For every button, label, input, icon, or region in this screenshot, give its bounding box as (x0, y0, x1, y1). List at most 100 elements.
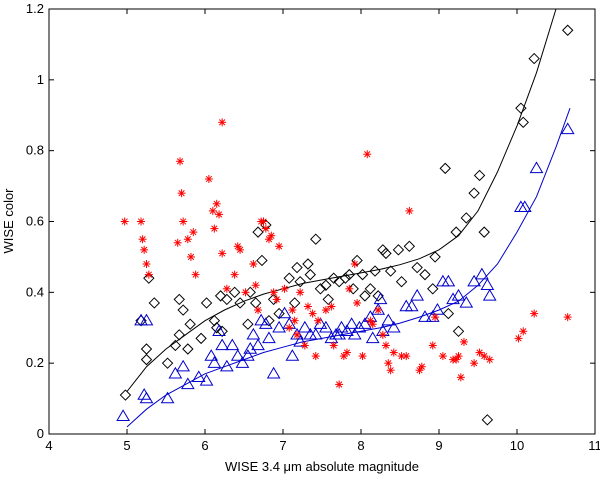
y-tick-label: 0.8 (26, 143, 44, 158)
diamond-point (460, 212, 473, 224)
star-point (374, 306, 383, 315)
triangle-point (139, 313, 154, 326)
star-point (293, 330, 302, 339)
diamond-point (528, 52, 540, 65)
star-point (470, 359, 479, 368)
star-point (230, 270, 239, 279)
triangle-point (347, 327, 362, 340)
diamond-point (343, 268, 356, 281)
triangle-point (404, 299, 419, 312)
star-point (186, 252, 195, 261)
star-point (215, 210, 224, 219)
star-point (389, 348, 398, 357)
diamond-point (228, 286, 241, 299)
star-point (378, 330, 387, 339)
diamond-point (314, 283, 327, 295)
diamond-point (252, 226, 264, 238)
triangle-point (373, 292, 388, 305)
diamond-point (327, 272, 340, 284)
triangle-point (386, 320, 401, 333)
triangle-point (180, 377, 195, 390)
triangle-point (441, 274, 456, 287)
star-point (173, 238, 182, 247)
triangle-point (258, 317, 273, 329)
star-point (208, 206, 217, 215)
star-point (311, 352, 320, 361)
triangle-point (334, 320, 349, 333)
star-point (363, 150, 372, 159)
diamond-point (148, 297, 161, 309)
y-axis-label: WISE color (1, 188, 16, 254)
star-point (405, 206, 414, 215)
star-point (210, 224, 219, 233)
star-point (402, 352, 411, 361)
triangle-point (176, 359, 191, 372)
star-point (530, 309, 539, 318)
star-point (191, 270, 200, 279)
diamond-point (200, 297, 213, 309)
triangle-point (446, 292, 460, 305)
diamond-point (234, 297, 246, 309)
triangle-point (204, 349, 219, 361)
star-point (275, 242, 284, 251)
star-point (563, 313, 572, 322)
diamond-point (320, 279, 332, 291)
x-tick-label: 6 (201, 438, 208, 453)
triangle-point (235, 356, 250, 368)
star-point (254, 306, 263, 315)
star-point (456, 373, 465, 382)
triangle-point (293, 334, 308, 347)
triangle-point (297, 320, 312, 333)
diamond-point (377, 244, 389, 256)
triangle-point (340, 324, 354, 336)
star-point (480, 352, 489, 361)
y-tick-label: 0 (37, 426, 44, 441)
triangle-point (168, 366, 183, 379)
diamond-point (322, 293, 334, 306)
star-point (144, 270, 153, 279)
y-tick-label: 0.4 (26, 284, 44, 299)
triangle-point (482, 288, 497, 301)
triangle-point (215, 338, 230, 351)
star-point (189, 228, 198, 237)
star-point (212, 199, 221, 208)
star-point (218, 118, 227, 127)
star-point (475, 348, 484, 357)
star-point (241, 288, 250, 297)
star-point (280, 284, 289, 293)
triangle-point (243, 342, 258, 354)
diamond-point (429, 251, 441, 263)
diamond-point (380, 247, 392, 260)
diamond-point (369, 265, 381, 277)
triangle-point (313, 317, 328, 329)
triangle-point (529, 161, 544, 174)
star-point (222, 284, 231, 293)
triangle-point (319, 320, 333, 333)
triangle-point (517, 200, 532, 213)
plot-frame (48, 8, 596, 435)
star-point (519, 327, 528, 336)
triangle-point (139, 391, 154, 404)
triangle-point (251, 338, 265, 351)
triangle-point (272, 320, 286, 333)
triangle-point (418, 310, 432, 322)
star-point (138, 235, 147, 244)
star-point (428, 341, 437, 350)
star-point (417, 362, 426, 371)
triangle-point (308, 327, 323, 340)
triangle-point (451, 288, 466, 301)
diamond-point (515, 102, 527, 114)
triangle-point (410, 288, 425, 301)
star-point (368, 320, 377, 329)
diamond-point (468, 187, 480, 199)
x-tick-label: 5 (123, 438, 130, 453)
diamond-point (442, 307, 455, 320)
diamond-point (411, 261, 423, 274)
star-point (459, 337, 468, 346)
triangle-point (262, 331, 276, 344)
diamond-point (177, 304, 189, 316)
star-point (267, 231, 276, 240)
diamond-point (392, 244, 405, 256)
diamond-point (481, 414, 494, 426)
